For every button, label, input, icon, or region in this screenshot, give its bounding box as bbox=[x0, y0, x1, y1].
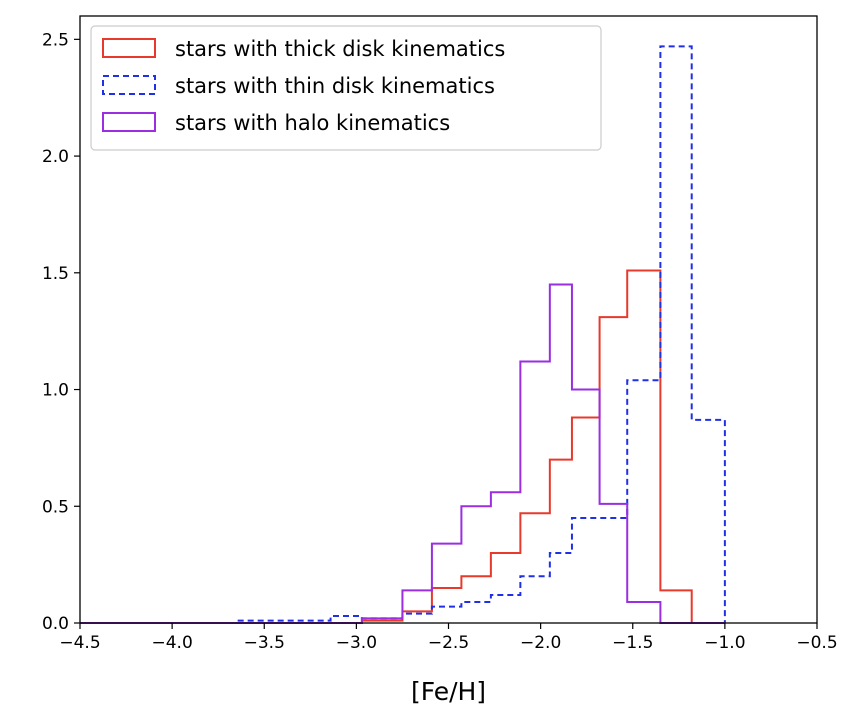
x-tick-label: −4.0 bbox=[151, 633, 192, 653]
x-axis-title: [Fe/H] bbox=[411, 677, 486, 706]
x-tick-label: −2.0 bbox=[520, 633, 561, 653]
y-tick-label: 0.0 bbox=[42, 614, 69, 634]
x-tick-label: −1.0 bbox=[704, 633, 745, 653]
legend-swatch bbox=[102, 38, 156, 58]
y-tick-label: 1.0 bbox=[42, 381, 69, 401]
y-tick-label: 0.5 bbox=[42, 497, 69, 517]
legend-swatch bbox=[102, 75, 156, 95]
y-tick-label: 1.5 bbox=[42, 264, 69, 284]
x-tick-label: −2.5 bbox=[428, 633, 469, 653]
series-2-histogram-line bbox=[80, 45, 726, 624]
x-axis: −4.5 −4.0 −3.5 −3.0 −2.5 −2.0 −1.5 −1.0 −0.5 bbox=[59, 623, 838, 653]
x-tick-label: −0.5 bbox=[796, 633, 837, 653]
legend-box bbox=[90, 25, 602, 151]
legend-swatch bbox=[102, 112, 156, 132]
y-tick-label: 2.0 bbox=[42, 147, 69, 167]
legend-label: stars with halo kinematics bbox=[175, 111, 450, 135]
y-tick-label: 2.5 bbox=[42, 30, 69, 50]
x-tick-label: −4.5 bbox=[59, 633, 100, 653]
x-tick-label: −3.0 bbox=[336, 633, 377, 653]
x-tick-label: −3.5 bbox=[244, 633, 285, 653]
y-axis: 0.0 0.5 1.0 1.5 2.0 2.5 bbox=[42, 30, 80, 634]
legend-label: stars with thin disk kinematics bbox=[175, 74, 495, 98]
legend: stars with thick disk kinematics stars wi… bbox=[90, 25, 602, 151]
x-tick-label: −1.5 bbox=[612, 633, 653, 653]
legend-label: stars with thick disk kinematics bbox=[175, 37, 505, 61]
